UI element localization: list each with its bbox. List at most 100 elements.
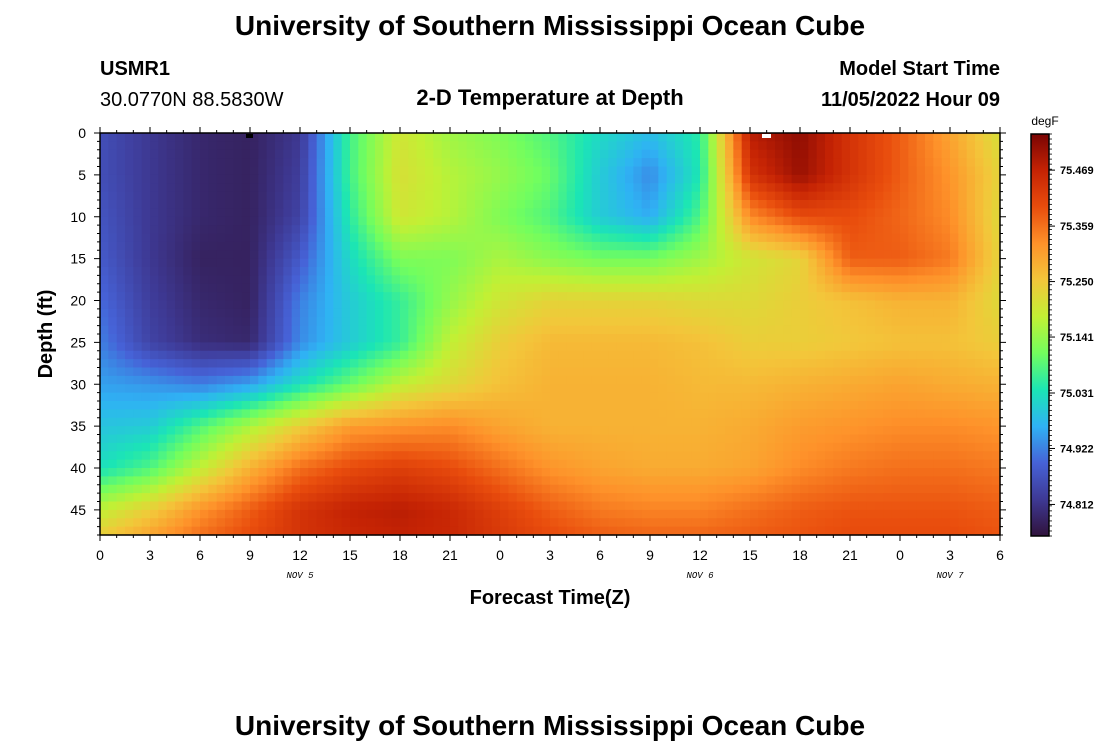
heatmap-cell [200,283,209,293]
heatmap-cell [883,434,893,444]
heatmap-cell [491,275,501,285]
heatmap-cell [391,141,401,151]
heatmap-cell [258,434,268,444]
heatmap-cell [366,292,376,302]
heatmap-cell [825,200,834,209]
heatmap-cell [650,300,659,310]
heatmap-cell [133,426,143,436]
heatmap-cell [466,200,476,209]
heatmap-cell [341,233,351,243]
heatmap-cell [916,468,926,477]
heatmap-cell [866,258,876,268]
heatmap-cell [725,350,734,360]
heatmap-cell [675,350,684,360]
heatmap-cell [275,484,284,494]
heatmap-cell [266,174,276,184]
heatmap-cell [391,208,401,218]
heatmap-cell [208,200,218,209]
heatmap-cell [433,166,443,176]
heatmap-cell [208,459,218,469]
heatmap-cell [183,442,193,452]
heatmap-cell [850,375,859,385]
heatmap-cell [191,342,201,352]
heatmap-cell [316,149,326,159]
heatmap-cell [433,468,443,477]
heatmap-cell [725,233,734,243]
heatmap-cell [458,308,468,318]
heatmap-cell [208,292,218,302]
heatmap-cell [450,183,459,193]
heatmap-cell [108,292,118,302]
heatmap-cell [200,392,209,402]
heatmap-cell [583,509,593,519]
heatmap-cell [358,359,368,369]
heatmap-cell [533,283,543,293]
heatmap-cell [708,233,718,243]
heatmap-cell [833,191,843,201]
heatmap-cell [766,183,776,193]
heatmap-cell [133,258,143,268]
heatmap-cell [425,342,434,352]
heatmap-cell [400,334,409,343]
heatmap-cell [633,225,643,235]
heatmap-cell [425,501,434,511]
heatmap-cell [608,149,618,159]
heatmap-cell [550,133,559,142]
heatmap-cell [325,426,334,436]
heatmap-cell [283,275,293,285]
heatmap-cell [983,241,993,251]
heatmap-cell [975,166,984,176]
heatmap-cell [216,509,226,519]
heatmap-cell [125,317,134,327]
heatmap-cell [166,392,176,402]
heatmap-cell [166,275,176,285]
heatmap-cell [250,158,259,168]
heatmap-cell [975,367,984,377]
heatmap-cell [291,216,301,226]
heatmap-cell [108,191,118,201]
heatmap-cell [375,325,384,335]
heatmap-cell [508,359,518,369]
heatmap-cell [341,200,351,209]
heatmap-cell [466,141,476,151]
heatmap-cell [458,484,468,494]
heatmap-cell [591,166,601,176]
heatmap-cell [308,459,318,469]
heatmap-cell [616,509,626,519]
heatmap-cell [783,183,793,193]
heatmap-cell [233,459,243,469]
heatmap-cell [166,459,176,469]
heatmap-cell [691,158,701,168]
heatmap-cell [791,350,801,360]
heatmap-cell [775,401,784,410]
heatmap-cell [583,200,593,209]
heatmap-cell [366,275,376,285]
heatmap-cell [566,493,576,503]
heatmap-cell [775,275,784,285]
heatmap-cell [750,384,759,394]
heatmap-cell [208,359,218,369]
heatmap-cell [808,133,818,142]
heatmap-cell [258,166,268,176]
heatmap-cell [400,392,409,402]
heatmap-cell [675,384,684,394]
heatmap-cell [100,174,109,184]
heatmap-cell [916,501,926,511]
heatmap-cell [175,183,184,193]
heatmap-cell [341,350,351,360]
heatmap-cell [841,401,851,410]
heatmap-cell [616,409,626,419]
heatmap-cell [983,468,993,477]
heatmap-cell [350,342,359,352]
heatmap-cell [933,191,943,201]
heatmap-cell [875,141,884,151]
heatmap-cell [716,367,726,377]
heatmap-cell [516,267,526,276]
heatmap-cell [858,300,868,310]
heatmap-cell [158,518,168,528]
heatmap-cell [541,183,551,193]
heatmap-cell [950,208,959,218]
heatmap-cell [733,409,743,419]
heatmap-cell [508,300,518,310]
heatmap-cell [900,308,909,318]
